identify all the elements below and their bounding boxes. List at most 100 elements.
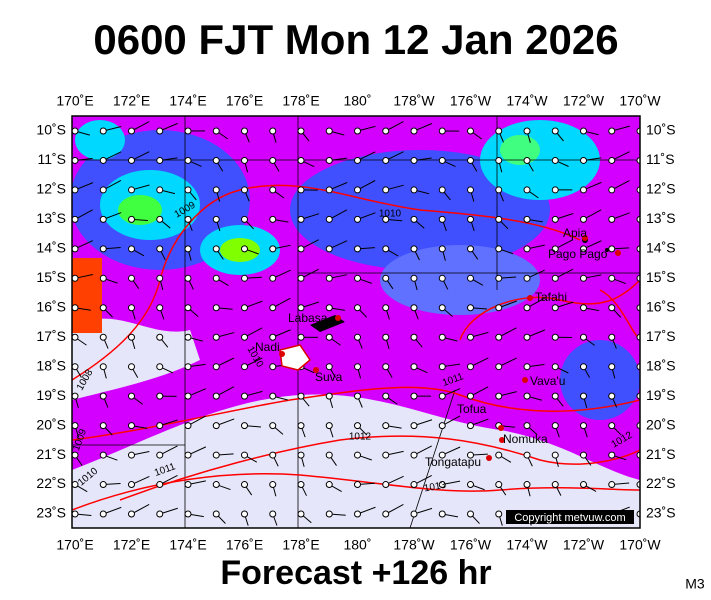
lat-label: 20˚S	[646, 416, 676, 432]
lon-label: 170˚W	[619, 93, 661, 109]
station	[156, 510, 164, 518]
station	[467, 245, 474, 253]
lat-label: 15˚S	[36, 269, 66, 285]
station	[495, 451, 503, 459]
station	[297, 481, 305, 489]
station	[523, 186, 531, 194]
station	[269, 510, 277, 518]
station	[410, 510, 418, 518]
station	[212, 156, 220, 164]
station	[212, 274, 220, 282]
station	[354, 304, 361, 312]
station	[269, 274, 277, 282]
station	[580, 186, 587, 194]
copyright: Copyright metvuw.com	[514, 512, 625, 524]
lat-label: 11˚S	[646, 151, 675, 167]
lon-label: 174˚W	[506, 537, 548, 553]
station	[297, 245, 305, 253]
lon-label: 176˚W	[450, 537, 492, 553]
station	[72, 481, 79, 489]
station	[184, 215, 192, 223]
station	[184, 186, 192, 194]
station	[551, 363, 559, 371]
station	[354, 127, 361, 135]
station	[269, 392, 277, 400]
lat-label: 12˚S	[646, 181, 676, 197]
station	[72, 156, 79, 164]
station	[382, 510, 390, 518]
station	[382, 274, 390, 282]
station	[72, 510, 79, 518]
station	[269, 451, 277, 459]
station	[551, 304, 559, 312]
station	[382, 422, 390, 430]
lat-label: 17˚S	[646, 328, 676, 344]
station	[297, 215, 305, 223]
station	[495, 127, 503, 135]
station	[128, 127, 135, 135]
lat-label: 21˚S	[646, 446, 676, 462]
lat-label: 11˚S	[37, 151, 66, 167]
map-field	[72, 116, 640, 528]
station	[608, 274, 616, 282]
station	[410, 392, 418, 400]
station	[212, 333, 220, 341]
station	[438, 304, 446, 312]
station	[156, 274, 164, 282]
station	[523, 451, 531, 459]
station	[580, 274, 587, 282]
blob	[380, 245, 540, 315]
lon-label: 178˚W	[393, 93, 435, 109]
station	[608, 422, 616, 430]
station	[495, 481, 503, 489]
lat-label: 19˚S	[36, 387, 66, 403]
station	[269, 422, 277, 430]
lat-label: 17˚S	[36, 328, 66, 344]
station	[438, 451, 446, 459]
station	[325, 245, 333, 253]
station	[523, 274, 531, 282]
station	[297, 156, 305, 164]
station	[241, 186, 248, 194]
lon-label: 176˚W	[450, 93, 492, 109]
station	[354, 215, 361, 223]
station	[241, 422, 248, 430]
station	[580, 156, 587, 164]
station	[410, 422, 418, 430]
lat-label: 13˚S	[646, 210, 676, 226]
lon-label: 170˚E	[56, 93, 93, 109]
station	[467, 451, 474, 459]
lon-label: 172˚W	[563, 93, 605, 109]
lon-label: 172˚E	[113, 93, 150, 109]
station	[184, 392, 192, 400]
station	[495, 304, 503, 312]
station	[128, 245, 135, 253]
station	[438, 156, 446, 164]
station	[382, 304, 390, 312]
station	[438, 481, 446, 489]
map-frame	[71, 115, 641, 529]
station	[156, 451, 164, 459]
station	[467, 481, 474, 489]
station	[608, 245, 616, 253]
station	[551, 127, 559, 135]
station	[297, 304, 305, 312]
place-label: Vava'u	[530, 374, 565, 388]
station	[156, 481, 164, 489]
station	[128, 422, 135, 430]
station	[551, 156, 559, 164]
station	[325, 127, 333, 135]
station	[128, 451, 135, 459]
station	[72, 392, 79, 400]
station	[184, 363, 192, 371]
station	[212, 363, 220, 371]
lat-label: 16˚S	[646, 298, 676, 314]
lat-label: 16˚S	[36, 298, 66, 314]
station	[128, 156, 135, 164]
place-label: Labasa	[288, 311, 328, 325]
station	[156, 215, 164, 223]
station	[269, 215, 277, 223]
station	[495, 245, 503, 253]
station	[184, 422, 192, 430]
lon-label: 172˚W	[563, 537, 605, 553]
